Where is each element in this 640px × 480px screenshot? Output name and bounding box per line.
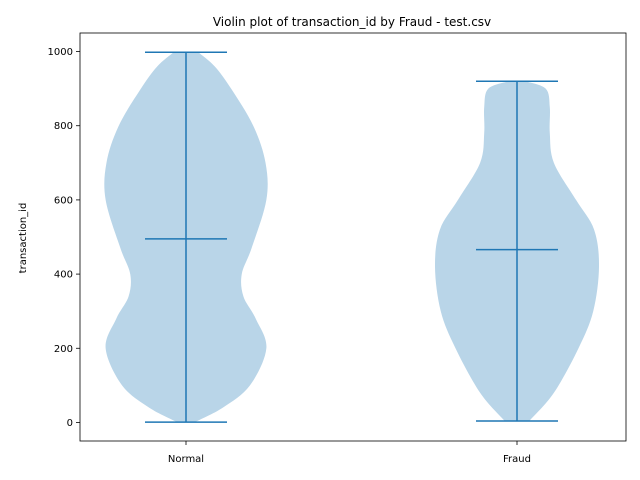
plot-area-frame xyxy=(79,32,627,442)
y-tick-label: 800 xyxy=(54,121,73,132)
x-axis: Normal Fraud xyxy=(168,441,531,465)
violin-fraud xyxy=(434,80,600,422)
y-axis-label: transaction_id xyxy=(18,203,29,274)
y-axis: 0 200 400 600 800 1000 xyxy=(48,47,80,429)
chart-title: Violin plot of transaction_id by Fraud -… xyxy=(213,15,491,29)
y-tick-label: 400 xyxy=(54,270,73,281)
y-tick-label: 600 xyxy=(54,195,73,206)
y-tick-label: 200 xyxy=(54,344,73,355)
y-tick-label: 1000 xyxy=(48,47,73,58)
x-tick-label: Fraud xyxy=(503,454,531,465)
y-tick-label: 0 xyxy=(67,418,73,429)
x-tick-label: Normal xyxy=(168,454,204,465)
violin-normal xyxy=(104,51,268,423)
violins-layer xyxy=(104,51,600,423)
